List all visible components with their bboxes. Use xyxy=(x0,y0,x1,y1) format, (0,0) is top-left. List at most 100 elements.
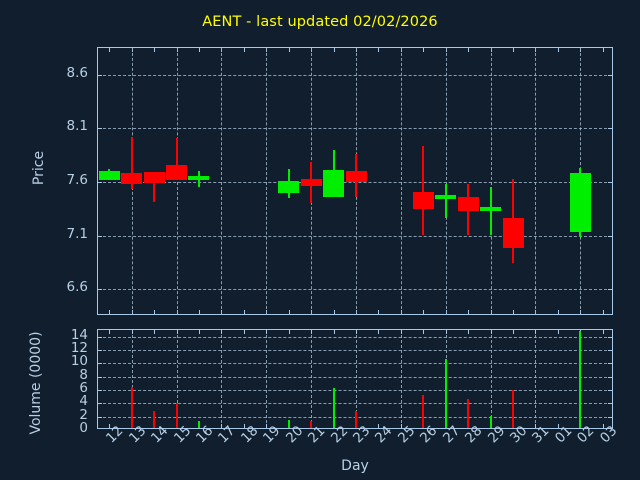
candle-body xyxy=(412,191,434,209)
candle-wick xyxy=(489,187,492,235)
volume-gridline-v xyxy=(400,330,402,428)
volume-gridline-v xyxy=(221,330,223,428)
price-x-tick xyxy=(602,310,604,314)
price-x-tick xyxy=(176,48,178,52)
price-x-tick xyxy=(266,48,268,52)
volume-y-tick xyxy=(98,390,102,391)
volume-bar xyxy=(130,386,133,428)
volume-x-tick xyxy=(266,330,268,334)
candle-body xyxy=(143,172,165,184)
price-gridline xyxy=(98,289,612,291)
volume-plot-area xyxy=(97,329,613,429)
price-x-tick xyxy=(109,48,111,52)
price-x-tick xyxy=(400,48,402,52)
price-x-tick xyxy=(423,310,425,314)
volume-y-tick xyxy=(98,336,102,338)
volume-x-tick xyxy=(557,330,559,334)
candle-body xyxy=(98,171,120,180)
volume-bar xyxy=(175,403,178,428)
price-y-tick xyxy=(608,74,612,76)
price-x-tick xyxy=(243,310,245,314)
volume-y-tick xyxy=(608,350,612,351)
price-x-tick xyxy=(378,48,380,52)
volume-gridline-v xyxy=(311,330,313,428)
volume-y-tick xyxy=(608,376,612,378)
price-axis-title: Price xyxy=(31,150,47,186)
volume-x-tick xyxy=(400,424,402,428)
price-y-tick xyxy=(98,289,102,291)
price-x-tick xyxy=(580,310,582,314)
volume-x-tick xyxy=(266,424,268,428)
volume-y-tick xyxy=(98,416,102,418)
volume-y-tick-label: 6 xyxy=(79,380,88,396)
price-x-tick xyxy=(445,48,447,52)
price-y-tick-label: 7.1 xyxy=(66,225,88,242)
price-x-tick xyxy=(333,310,335,314)
candle-body xyxy=(480,206,502,211)
volume-gridline xyxy=(98,376,612,378)
volume-x-tick xyxy=(221,424,223,428)
price-gridline-v xyxy=(490,48,492,314)
price-x-tick xyxy=(535,310,537,314)
price-plot-area xyxy=(97,47,613,315)
volume-x-tick xyxy=(378,330,380,334)
price-x-tick xyxy=(131,310,133,314)
candle-body xyxy=(323,170,345,197)
volume-x-tick xyxy=(311,330,313,334)
volume-x-tick xyxy=(513,330,515,334)
volume-gridline xyxy=(98,390,612,391)
price-x-tick xyxy=(198,310,200,314)
price-x-tick xyxy=(378,310,380,314)
price-gridline-v xyxy=(176,48,178,314)
price-x-tick xyxy=(513,310,515,314)
price-y-tick xyxy=(608,235,612,237)
price-y-tick-label: 6.6 xyxy=(66,279,88,296)
price-x-tick xyxy=(266,310,268,314)
price-x-tick xyxy=(445,310,447,314)
candle-body xyxy=(278,180,300,193)
price-gridline-v xyxy=(535,48,537,314)
volume-gridline xyxy=(98,363,612,365)
volume-bar xyxy=(579,331,582,428)
price-x-tick xyxy=(356,310,357,314)
volume-gridline xyxy=(98,350,612,351)
volume-y-tick xyxy=(98,350,102,351)
price-x-tick xyxy=(288,310,290,314)
price-y-tick-label: 7.6 xyxy=(66,172,88,188)
candle-body xyxy=(502,218,524,249)
price-x-tick xyxy=(243,48,245,52)
price-x-tick xyxy=(490,48,492,52)
volume-y-tick xyxy=(608,336,612,338)
price-y-tick xyxy=(608,128,612,130)
candle-body xyxy=(435,194,457,200)
price-gridline xyxy=(98,74,612,76)
price-x-tick xyxy=(400,310,402,314)
volume-x-tick xyxy=(423,330,425,334)
volume-bar xyxy=(197,421,200,428)
price-x-tick xyxy=(131,48,133,52)
volume-x-tick xyxy=(288,330,290,334)
price-gridline-v xyxy=(400,48,402,314)
volume-x-tick xyxy=(243,424,245,428)
volume-gridline-v xyxy=(490,330,492,428)
candle-body xyxy=(457,197,479,211)
volume-gridline-v xyxy=(535,330,537,428)
price-x-tick xyxy=(535,48,537,52)
price-x-tick xyxy=(513,48,515,52)
volume-x-tick xyxy=(131,330,133,334)
day-axis-title: Day xyxy=(341,458,369,474)
volume-y-tick xyxy=(98,376,102,378)
volume-x-tick xyxy=(221,330,223,334)
price-x-tick xyxy=(602,48,604,52)
volume-x-tick xyxy=(154,330,156,334)
price-gridline xyxy=(98,128,612,130)
volume-x-tick xyxy=(333,330,335,334)
volume-x-tick xyxy=(109,330,111,334)
price-x-tick xyxy=(176,310,178,314)
price-x-tick xyxy=(468,48,470,52)
volume-bar xyxy=(444,358,447,428)
volume-bar xyxy=(355,410,357,428)
chart-title: AENT - last updated 02/02/2026 xyxy=(202,14,438,30)
price-x-tick xyxy=(423,48,425,52)
